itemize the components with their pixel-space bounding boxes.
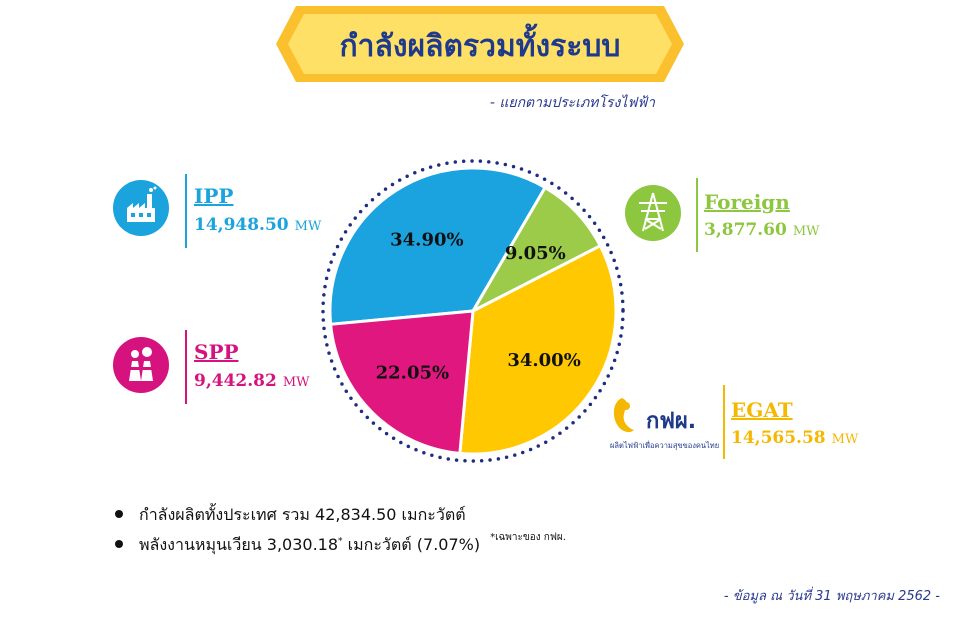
total-capacity-note: กำลังผลิตทั้งประเทศ รวม 42,834.50 เมกะวั… <box>115 503 566 533</box>
pie-slice-foreign <box>469 185 603 315</box>
pie-slice-ipp <box>328 166 548 326</box>
ipp-name: IPP <box>194 184 234 208</box>
egat-logo-tagline: ผลิตไฟฟ้าเพื่อความสุขของคนไทย <box>610 440 719 450</box>
page-subtitle: - แยกตามประเภทโรงไฟฟ้า <box>489 95 655 111</box>
egat-logo-text: กฟผ. <box>646 409 696 434</box>
pie-slice-spp <box>328 309 475 456</box>
bullet-icon <box>115 509 123 518</box>
egat-value: 14,565.58 MW <box>731 428 859 448</box>
egat-name: EGAT <box>731 398 793 422</box>
foreign-value: 3,877.60 MW <box>704 220 820 240</box>
spp-divider <box>185 330 187 404</box>
egat-divider <box>723 385 725 459</box>
pie-dotted-border <box>321 159 625 463</box>
pie-svg: 34.90% 9.05% 34.00% 22.05% <box>321 159 625 463</box>
page-title: กำลังผลิตรวมทั้งระบบ <box>340 23 621 64</box>
pie-label-spp: 22.05% <box>376 363 449 384</box>
pie-slice-egat <box>458 243 618 456</box>
foreign-divider <box>696 178 698 252</box>
renewable-note: พลังงานหมุนเวียน 3,030.18* เมกะวัตต์ (7.… <box>115 532 566 563</box>
bullet-icon <box>115 539 123 548</box>
ipp-value: 14,948.50 MW <box>194 215 322 235</box>
pie-label-egat: 34.00% <box>507 350 580 371</box>
egat-logo: กฟผ. ผลิตไฟฟ้าเพื่อความสุขของคนไทย <box>608 392 720 454</box>
pie-label-ipp: 34.90% <box>390 230 463 251</box>
summary-notes: กำลังผลิตทั้งประเทศ รวม 42,834.50 เมกะวั… <box>115 503 566 563</box>
power-tower-icon <box>625 185 681 241</box>
ipp-divider <box>185 174 187 248</box>
power-plant-icon <box>113 337 169 393</box>
spp-value: 9,442.82 MW <box>194 371 310 391</box>
title-banner: กำลังผลิตรวมทั้งระบบ <box>274 4 686 84</box>
spp-name: SPP <box>194 340 239 364</box>
factory-icon <box>113 180 169 236</box>
pie-chart: 34.90% 9.05% 34.00% 22.05% <box>317 155 629 467</box>
banner-shape: กำลังผลิตรวมทั้งระบบ <box>276 6 684 82</box>
foreign-name: Foreign <box>704 190 790 214</box>
data-date-note: - ข้อมูล ณ วันที่ 31 พฤษภาคม 2562 - <box>723 589 940 604</box>
pie-label-foreign: 9.05% <box>505 243 566 264</box>
renewable-footnote: *เฉพาะของ กฟผ. <box>490 532 566 543</box>
